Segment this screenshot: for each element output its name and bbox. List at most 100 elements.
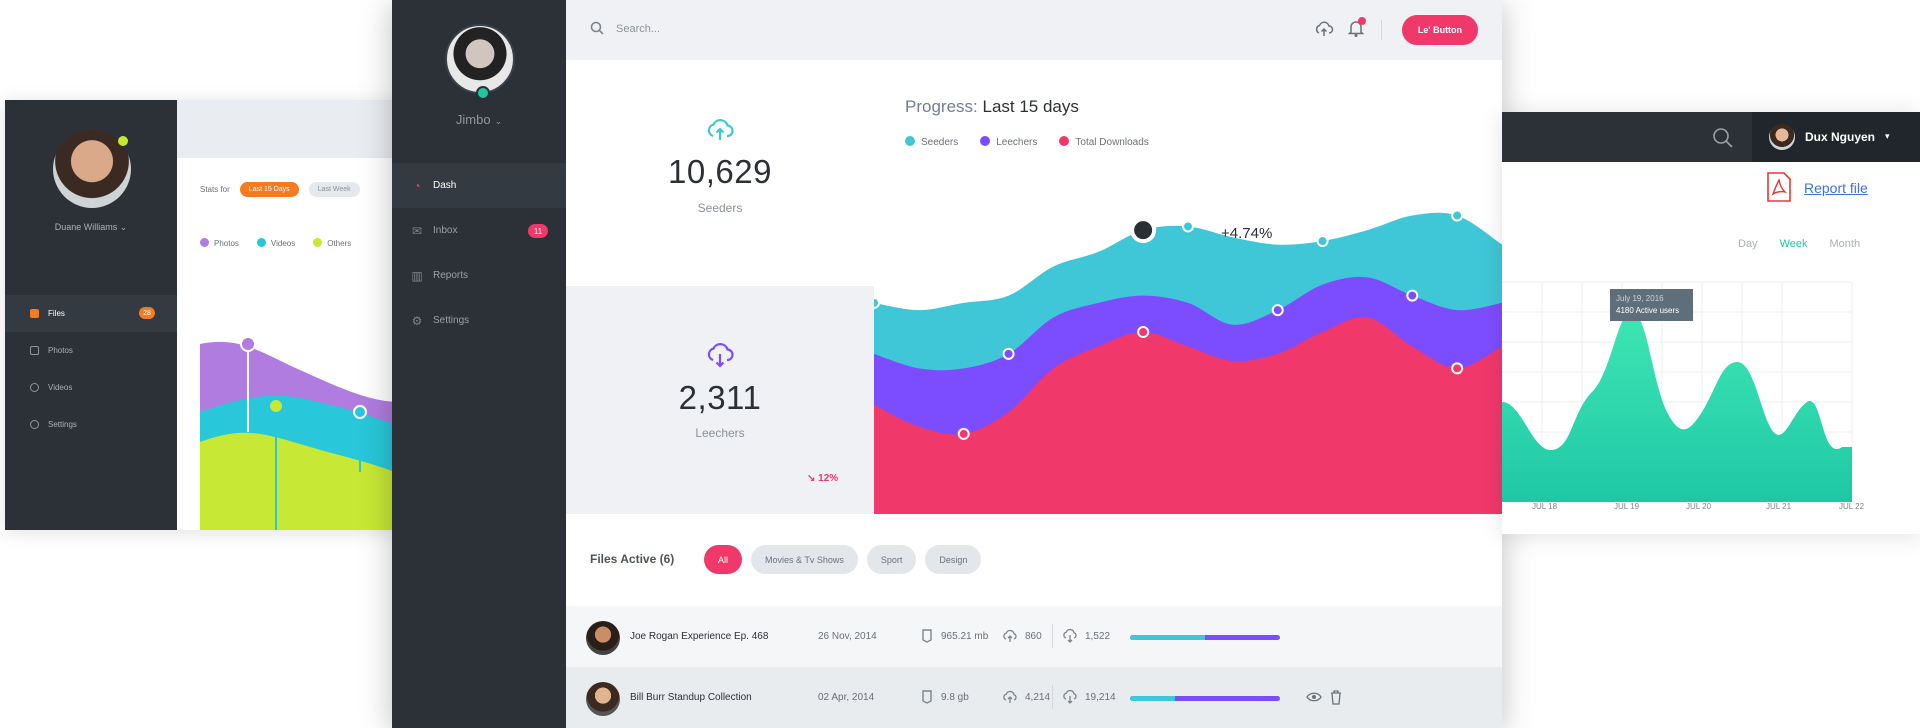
filter-movies-tv[interactable]: Movies & Tv Shows [751,545,858,574]
left-app-screen: Duane Williams ⌄ Files 28 Photos Videos … [5,100,400,530]
download-cloud-icon [1063,628,1077,643]
file-name: Joe Rogan Experience Ep. 468 [630,631,769,642]
user-name[interactable]: Dux Nguyen [1805,130,1876,144]
reports-icon: ▥ [411,268,423,283]
search-icon[interactable] [1712,127,1734,149]
legend-others: Others [313,238,351,248]
upload-cloud-icon [707,119,734,140]
chart-marker [353,405,367,419]
data-point[interactable] [1316,235,1329,247]
camera-icon [30,346,39,355]
report-file-link[interactable]: Report file [1804,180,1868,196]
filter-all[interactable]: All [704,545,743,574]
user-name[interactable]: Duane Williams ⌄ [54,222,128,232]
data-point[interactable] [1137,326,1150,338]
file-row[interactable]: Joe Rogan Experience Ep. 468 26 Nov, 201… [566,606,1502,667]
pdf-icon [1767,172,1791,202]
left-nav-item-files[interactable]: Files 28 [5,295,177,332]
data-point[interactable] [1451,209,1464,222]
x-tick: JUL 21 [1766,502,1792,511]
file-size: 965.21 mb [941,631,989,642]
chart-marker [268,398,284,414]
leechers-count: 1,522 [1085,631,1111,642]
file-size-icon [922,690,932,704]
seeders-label: Seeders [697,201,743,215]
search-icon [590,21,604,35]
status-dot [118,136,128,146]
progress-area-chart [874,209,1502,514]
main-app-screen: Jimbo ⌄ ◔ Dash ✉ Inbox 11 ▥ Reports ⚙ Set… [392,0,1502,728]
data-point[interactable] [1451,362,1464,375]
seeders-count: 4,214 [1025,692,1051,703]
tooltip-date: July 19, 2016 [1616,294,1664,303]
filter-sport[interactable]: Sport [866,545,917,574]
x-tick: JUL 22 [1839,502,1865,511]
divider [1052,685,1053,709]
files-title: Files Active (6) [590,552,675,566]
eye-icon[interactable] [1306,690,1322,704]
file-size: 9.8 gb [941,692,969,703]
data-point[interactable] [1406,289,1419,302]
nav-item-reports[interactable]: ▥ Reports [392,253,566,298]
data-point[interactable] [874,296,880,309]
main-nav: ◔ Dash ✉ Inbox 11 ▥ Reports ⚙ Settings [392,163,566,343]
left-sidebar: Duane Williams ⌄ Files 28 Photos Videos … [5,100,177,530]
seeders-value: 10,629 [668,153,772,190]
trend-down-icon: ↘ [807,473,816,484]
range-month[interactable]: Month [1829,238,1861,250]
divider [1052,624,1053,648]
user-menu[interactable]: Jimbo ⌄ [392,112,566,127]
left-nav-item-videos[interactable]: Videos [5,369,177,406]
seeders-count: 860 [1025,631,1042,642]
range-day[interactable]: Day [1738,238,1758,250]
file-progress-bar [1130,696,1280,701]
range-last-week[interactable]: Last Week [308,182,360,197]
data-point[interactable] [957,427,970,440]
left-legend: Photos Videos Others [200,238,351,248]
le-button[interactable]: Le' Button [1402,15,1478,45]
file-date: 26 Nov, 2014 [818,631,877,642]
file-date: 02 Apr, 2014 [818,692,875,703]
x-tick: JUL 19 [1614,502,1640,511]
files-badge: 28 [139,307,155,319]
left-nav: Files 28 Photos Videos Settings [5,295,177,443]
data-point[interactable] [1182,220,1194,233]
chart-legend: Seeders Leechers Total Downloads [905,136,1149,148]
active-users-chart [1502,281,1853,502]
trash-icon[interactable] [1329,689,1343,705]
data-point[interactable] [1002,347,1015,360]
progress-fill [1130,635,1205,640]
filter-design[interactable]: Design [925,545,982,574]
nav-item-inbox[interactable]: ✉ Inbox 11 [392,208,566,253]
file-filters: All Movies & Tv Shows Sport Design [704,545,982,574]
user-name: Jimbo [455,112,491,127]
nav-item-dash[interactable]: ◔ Dash [392,163,566,208]
legend-total-downloads: Total Downloads [1059,136,1149,148]
others-area [200,432,400,530]
main-sidebar: Jimbo ⌄ ◔ Dash ✉ Inbox 11 ▥ Reports ⚙ Set… [392,0,566,728]
x-tick: JUL 20 [1686,502,1712,511]
highlighted-data-point[interactable] [1130,217,1157,244]
upload-cloud-icon[interactable] [1314,19,1334,39]
play-icon [30,383,39,392]
chart-tooltip: July 19, 2016 4180 Active users [1610,289,1693,321]
files-header: Files Active (6) All Movies & Tv Shows S… [566,514,1502,606]
inbox-icon: ✉ [411,223,423,238]
left-nav-item-photos[interactable]: Photos [5,332,177,369]
search-input[interactable] [614,18,914,40]
seeders-card: 10,629 Seeders [566,60,874,286]
avatar[interactable] [445,24,515,94]
dashboard-icon: ◔ [413,178,421,193]
avatar [1769,124,1795,150]
nav-item-settings[interactable]: ⚙ Settings [392,298,566,343]
file-thumbnail [586,682,620,716]
online-status-dot [476,86,490,100]
legend-photos: Photos [200,238,239,248]
data-point[interactable] [1271,304,1284,317]
left-nav-item-settings[interactable]: Settings [5,406,177,443]
leechers-card: 2,311 Leechers ↘ 12% [566,286,874,514]
range-last-15-days[interactable]: Last 15 Days [239,182,299,197]
file-row[interactable]: Bill Burr Standup Collection 02 Apr, 201… [566,667,1502,728]
right-app-screen: Dux Nguyen ▾ Report file Day Week Month … [1502,112,1920,534]
range-week[interactable]: Week [1779,238,1808,250]
